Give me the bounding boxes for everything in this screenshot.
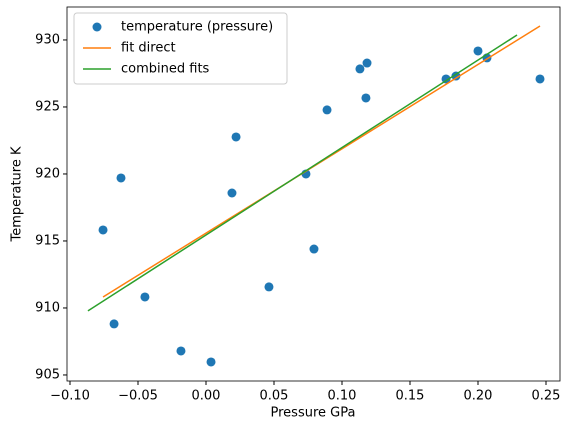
x-tick-label: 0.15	[396, 389, 425, 404]
point	[264, 282, 274, 292]
y-tick-label: 920	[35, 166, 60, 181]
point	[362, 58, 372, 68]
point	[140, 292, 150, 302]
legend-marker	[92, 22, 102, 32]
point	[206, 357, 216, 367]
x-tick-label: 0.10	[328, 389, 357, 404]
point	[355, 64, 365, 74]
plot-frame	[66, 6, 561, 382]
x-tick-label: 0.05	[260, 389, 289, 404]
y-tick-label: 915	[35, 233, 60, 248]
y-axis-label: Temperature K	[10, 146, 25, 242]
point	[473, 46, 483, 56]
point	[322, 105, 332, 115]
point	[98, 225, 108, 235]
x-tick-label: −0.10	[50, 389, 90, 404]
y-tick-label: 925	[35, 99, 60, 114]
fit-line	[87, 34, 518, 312]
point	[535, 74, 545, 84]
legend-box	[73, 12, 288, 85]
point	[441, 74, 451, 84]
y-tick-label: 930	[35, 32, 60, 47]
point	[231, 132, 241, 142]
x-tick-label: 0.25	[532, 389, 561, 404]
legend-label: temperature (pressure)	[121, 20, 273, 35]
x-tick-label: −0.05	[118, 389, 158, 404]
point	[176, 346, 186, 356]
y-tick-label: 910	[35, 300, 60, 315]
x-tick-label: 0.00	[192, 389, 221, 404]
point	[116, 173, 126, 183]
point	[309, 244, 319, 254]
x-axis-label: Pressure GPa	[271, 406, 356, 421]
point	[109, 319, 119, 329]
legend-label: combined fits	[121, 62, 210, 77]
x-tick-label: 0.20	[464, 389, 493, 404]
y-tick-label: 905	[35, 367, 60, 382]
legend-label: fit direct	[121, 41, 176, 56]
point	[361, 93, 371, 103]
point	[227, 188, 237, 198]
point	[451, 71, 461, 81]
